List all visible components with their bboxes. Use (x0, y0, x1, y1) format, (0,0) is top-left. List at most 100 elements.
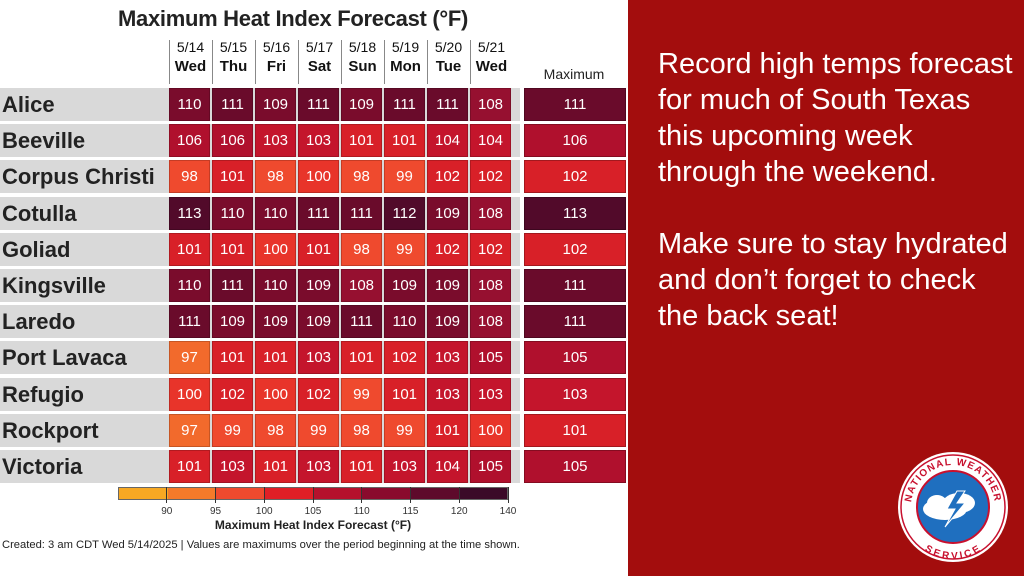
color-scale-tick-label: 110 (353, 506, 370, 517)
message-text: Record high temps forecast for much of S… (658, 46, 1018, 370)
city-name: Victoria (2, 454, 83, 479)
maximum-cell: 111 (524, 88, 626, 121)
city-name: Beeville (2, 128, 86, 154)
day-date: 5/18 (348, 39, 377, 55)
heat-index-cell: 106 (212, 124, 253, 158)
heat-index-cell: 98 (341, 232, 382, 266)
heat-index-cell: 101 (255, 450, 296, 483)
heat-index-cell: 103 (427, 377, 468, 411)
heat-index-cell: 101 (212, 341, 253, 375)
message-panel: Record high temps forecast for much of S… (628, 0, 1024, 576)
heat-index-cell: 99 (341, 377, 382, 411)
maximum-cell: 113 (524, 196, 626, 230)
header-separator (169, 40, 170, 84)
heat-index-cell: 110 (169, 88, 210, 121)
maximum-cell: 105 (524, 450, 626, 483)
heat-index-cell: 110 (255, 269, 296, 302)
heat-index-cell: 109 (298, 269, 339, 302)
heat-index-cell: 104 (470, 124, 511, 158)
heat-index-cell: 102 (470, 232, 511, 266)
heat-index-cell: 111 (427, 88, 468, 121)
heat-index-cell: 97 (169, 413, 210, 447)
heat-index-cell: 101 (212, 232, 253, 266)
color-scale-title: Maximum Heat Index Forecast (°F) (214, 518, 412, 532)
heat-index-cell: 98 (255, 413, 296, 447)
heat-index-cell: 106 (169, 124, 210, 158)
heat-index-cell: 105 (470, 450, 511, 483)
heat-index-cell: 111 (298, 88, 339, 121)
heat-index-cell: 111 (341, 196, 382, 230)
day-of-week: Thu (219, 58, 248, 75)
heat-index-cell: 102 (298, 377, 339, 411)
header-separator (470, 40, 471, 84)
day-of-week: Wed (475, 58, 508, 75)
city-name: Cotulla (2, 200, 77, 226)
day-date: 5/21 (477, 39, 506, 55)
heat-index-cell: 101 (298, 232, 339, 266)
color-scale-tick-mark (263, 487, 265, 503)
heat-index-cell: 98 (341, 160, 382, 194)
heat-index-cell: 111 (212, 269, 253, 302)
heat-index-cell: 101 (169, 450, 210, 483)
maximum-cell: 111 (524, 269, 626, 302)
heat-index-cell: 101 (427, 413, 468, 447)
heat-index-cell: 103 (298, 450, 339, 483)
heat-index-cell: 102 (470, 160, 511, 194)
day-of-week: Fri (266, 58, 287, 75)
day-header: 5/18 Sun (341, 38, 384, 76)
heat-index-cell: 111 (212, 88, 253, 121)
day-header: 5/19 Mon (384, 38, 427, 76)
color-scale-swatch (361, 488, 410, 499)
heat-index-cell: 102 (212, 377, 253, 411)
heat-index-cell: 111 (169, 305, 210, 339)
color-scale-tick-label: 140 (499, 506, 517, 517)
nws-logo-icon: NATIONAL WEATHER SERVICE (898, 452, 1008, 562)
day-header: 5/16 Fri (255, 38, 298, 76)
header-separator (427, 40, 428, 84)
maximum-cell: 105 (524, 341, 626, 375)
heat-index-cell: 105 (470, 341, 511, 375)
city-name: Goliad (2, 236, 71, 262)
heat-index-cell: 98 (169, 160, 210, 194)
heat-index-cell: 101 (341, 341, 382, 375)
color-scale-tick-mark (166, 487, 168, 503)
heat-index-cell: 111 (384, 88, 425, 121)
heat-index-cell: 102 (427, 232, 468, 266)
heat-index-cell: 99 (384, 413, 425, 447)
heat-index-cell: 111 (341, 305, 382, 339)
heat-index-cell: 109 (427, 269, 468, 302)
color-scale-tick-label: 120 (450, 506, 468, 517)
day-date: 5/17 (305, 39, 334, 55)
day-date: 5/15 (219, 39, 248, 55)
heat-index-cell: 98 (255, 160, 296, 194)
color-scale-tick-label: 90 (161, 506, 173, 517)
color-scale-tick-label: 115 (402, 506, 419, 517)
header-separator (212, 40, 213, 84)
maximum-cell: 102 (524, 232, 626, 266)
city-name: Laredo (2, 309, 76, 335)
heat-index-cell: 101 (341, 124, 382, 158)
color-scale-swatch (167, 488, 216, 499)
color-scale-swatch (119, 488, 168, 499)
heat-index-cell: 102 (427, 160, 468, 194)
heat-index-cell: 101 (341, 450, 382, 483)
color-scale-tick-mark (458, 487, 460, 503)
header-separator (255, 40, 256, 84)
heat-index-cell: 108 (341, 269, 382, 302)
day-of-week: Sat (307, 58, 332, 75)
heat-index-cell: 99 (212, 413, 253, 447)
heat-index-cell: 109 (341, 88, 382, 121)
heat-index-cell: 110 (212, 196, 253, 230)
heat-index-cell: 99 (298, 413, 339, 447)
heat-index-cell: 109 (298, 305, 339, 339)
header-separator (384, 40, 385, 84)
maximum-cell: 101 (524, 413, 626, 447)
maximum-cell: 106 (524, 124, 626, 158)
heat-index-cell: 101 (255, 341, 296, 375)
color-scale-tick-mark (361, 487, 363, 503)
heat-index-cell: 103 (427, 341, 468, 375)
color-scale-tick-label: 100 (255, 506, 273, 517)
heat-index-cell: 113 (169, 196, 210, 230)
header-separator (298, 40, 299, 84)
heat-index-cell: 112 (384, 196, 425, 230)
